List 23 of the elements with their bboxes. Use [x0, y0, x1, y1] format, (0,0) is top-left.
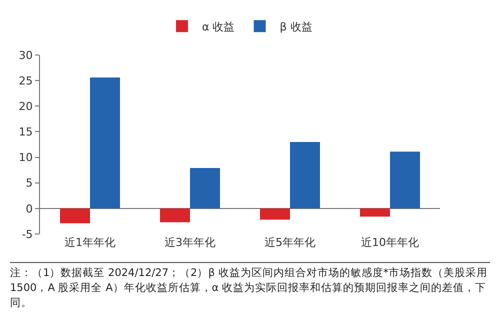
bar — [190, 168, 220, 208]
bar — [390, 152, 420, 208]
bar — [60, 208, 90, 224]
y-tick-label: 5 — [26, 176, 33, 190]
x-tick-label: 近1年年化 — [64, 236, 116, 249]
y-tick-label: 30 — [18, 48, 33, 62]
x-tick-label: 近10年年化 — [361, 236, 419, 249]
y-tick-label: -5 — [22, 228, 33, 241]
legend-label: α 收益 — [202, 20, 235, 34]
y-tick-label: 25 — [18, 74, 33, 88]
bar — [160, 208, 190, 222]
bar — [360, 208, 390, 217]
x-tick-label: 近5年年化 — [264, 236, 316, 249]
y-tick-label: 20 — [18, 100, 33, 113]
text: 注：（1）数据截至 2024/12/27；（2）β 收益为区间内组合对市场的敏感度*市场指数（美股采用 1500，A 股采用全 A）年化收益所估算，α 收益为实际回报率和估算的预期回报率之间的差值，下同。 — [10, 266, 489, 311]
y-tick-label: 0 — [26, 202, 33, 216]
bar — [290, 142, 320, 208]
y-tick-label: 15 — [18, 126, 33, 139]
y-tick-label: 10 — [18, 151, 33, 164]
legend-label: β 收益 — [280, 20, 312, 34]
bar — [260, 208, 290, 220]
bar — [90, 78, 120, 208]
x-tick-label: 近3年年化 — [164, 236, 216, 249]
